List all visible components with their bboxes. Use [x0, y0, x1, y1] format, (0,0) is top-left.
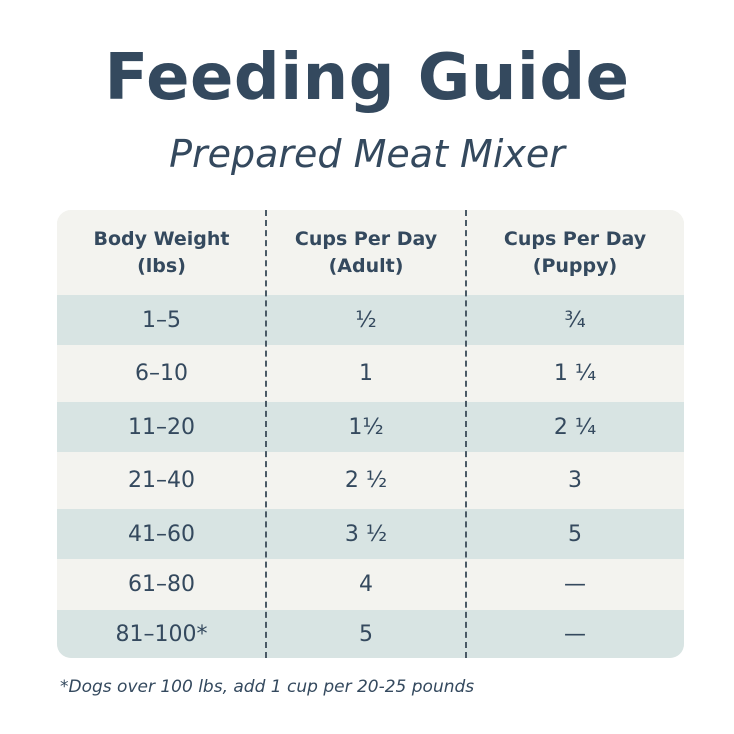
header-cups-puppy: Cups Per Day (Puppy)	[503, 227, 647, 277]
adult-cups-cell: 1	[359, 361, 373, 386]
header-body-weight: Body Weight (lbs)	[93, 227, 230, 277]
puppy-cups-cell: 3	[568, 468, 582, 493]
puppy-cups-cell: —	[564, 572, 586, 597]
column-divider	[465, 210, 467, 658]
table-row: 61–80 4 —	[57, 559, 684, 610]
weight-cell: 1–5	[142, 307, 181, 333]
page-subtitle: Prepared Meat Mixer	[169, 132, 565, 176]
adult-cups-cell: 5	[359, 621, 373, 647]
header-cups-adult: Cups Per Day (Adult)	[294, 227, 438, 277]
weight-cell: 21–40	[128, 468, 195, 493]
table-row: 6–10 1 1 ¼	[57, 345, 684, 402]
puppy-cups-cell: —	[564, 621, 586, 647]
weight-cell: 11–20	[128, 414, 195, 440]
adult-cups-cell: 2 ½	[344, 468, 388, 493]
adult-cups-cell: ½	[355, 307, 377, 333]
puppy-cups-cell: 1 ¼	[553, 361, 597, 386]
table-row: 11–20 1½ 2 ¼	[57, 402, 684, 452]
weight-cell: 61–80	[128, 572, 195, 597]
column-divider	[265, 210, 267, 658]
table-row: 1–5 ½ ¾	[57, 295, 684, 345]
puppy-cups-cell: 2 ¼	[553, 414, 597, 440]
footnote: *Dogs over 100 lbs, add 1 cup per 20-25 …	[60, 677, 475, 697]
weight-cell: 81–100*	[115, 621, 208, 647]
adult-cups-cell: 3 ½	[344, 521, 388, 547]
weight-cell: 41–60	[128, 521, 195, 547]
weight-cell: 6–10	[135, 361, 188, 386]
table-row: 81–100* 5 —	[57, 610, 684, 658]
table-header: Body Weight (lbs) Cups Per Day (Adult) C…	[57, 210, 684, 295]
puppy-cups-cell: ¾	[564, 307, 586, 333]
adult-cups-cell: 1½	[348, 414, 384, 440]
page-title: Feeding Guide	[104, 41, 630, 115]
feeding-table: Body Weight (lbs) Cups Per Day (Adult) C…	[57, 210, 684, 658]
table-row: 21–40 2 ½ 3	[57, 452, 684, 509]
table-row: 41–60 3 ½ 5	[57, 509, 684, 559]
adult-cups-cell: 4	[359, 572, 373, 597]
puppy-cups-cell: 5	[568, 521, 582, 547]
